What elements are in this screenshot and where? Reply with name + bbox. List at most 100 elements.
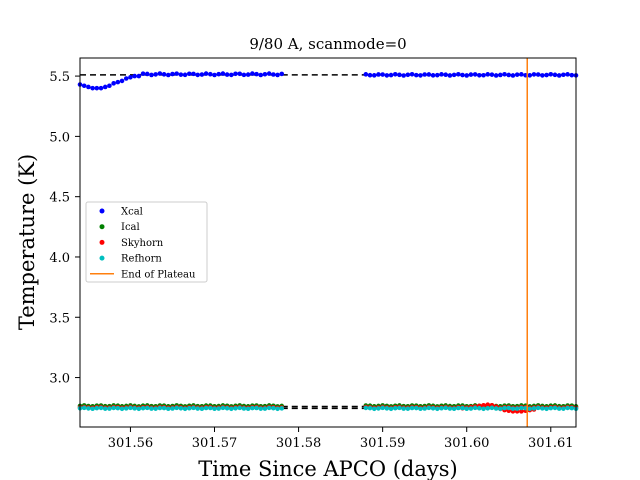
refhorn-point xyxy=(111,405,116,411)
refhorn-point xyxy=(119,406,125,412)
refhorn-point xyxy=(241,406,247,411)
x-axis-label: Time Since APCO (days) xyxy=(198,457,457,480)
xcal-point xyxy=(271,72,276,77)
xcal-point xyxy=(199,72,205,77)
xcal-point xyxy=(527,73,533,78)
refhorn-point xyxy=(397,405,402,411)
xcal-point xyxy=(477,73,482,78)
xcal-point xyxy=(531,72,537,77)
refhorn-point xyxy=(552,405,558,411)
refhorn-point xyxy=(527,406,533,412)
refhorn-point xyxy=(128,405,133,411)
xcal-point xyxy=(266,71,272,76)
xcal-point xyxy=(367,72,373,78)
xcal-point xyxy=(123,76,129,81)
xcal-point xyxy=(493,73,499,78)
refhorn-point xyxy=(426,405,432,411)
refhorn-point xyxy=(506,405,512,411)
refhorn-point xyxy=(144,405,150,411)
refhorn-point xyxy=(250,405,255,411)
skyhorn-point xyxy=(485,402,491,407)
skyhorn-point xyxy=(519,409,524,414)
xcal-point xyxy=(363,72,369,77)
refhorn-point xyxy=(443,405,448,411)
x-axis: 301.56 301.57 301.58 301.59 301.60 301.61 xyxy=(108,427,574,451)
refhorn-point xyxy=(216,406,222,411)
xcal-point xyxy=(485,72,491,77)
refhorn-point xyxy=(254,405,259,411)
xcal-point xyxy=(140,71,146,76)
xcal-point xyxy=(540,73,545,78)
xcal-point xyxy=(102,84,108,90)
refhorn-point xyxy=(460,405,465,411)
refhorn-point xyxy=(220,405,226,411)
xcal-point xyxy=(81,83,87,89)
xcal-point xyxy=(519,72,524,77)
skyhorn-point xyxy=(481,402,486,408)
xcal-point xyxy=(262,71,268,77)
refhorn-point xyxy=(115,405,121,411)
xcal-point xyxy=(153,72,158,77)
refhorn-point xyxy=(510,406,516,411)
xcal-point xyxy=(245,72,251,77)
xcal-point xyxy=(161,72,167,77)
refhorn-point xyxy=(485,405,491,411)
xcal-point xyxy=(535,72,541,77)
refhorn-point xyxy=(493,406,499,411)
xcal-point xyxy=(401,73,406,78)
refhorn-point xyxy=(498,406,503,412)
xcal-point xyxy=(254,71,259,77)
xcal-point xyxy=(149,72,154,78)
refhorn-point xyxy=(81,405,87,411)
refhorn-point xyxy=(208,405,213,411)
xcal-point xyxy=(86,84,91,90)
refhorn-point xyxy=(123,406,129,411)
xcal-point xyxy=(170,71,175,77)
y-tick-label: 4.5 xyxy=(49,191,70,206)
y-tick-label: 4.0 xyxy=(49,251,70,266)
y-tick-label: 3.5 xyxy=(49,311,70,326)
refhorn-point xyxy=(262,406,268,411)
xcal-point xyxy=(371,73,377,78)
refhorn-point xyxy=(489,405,495,411)
refhorn-point xyxy=(136,406,142,412)
refhorn-point xyxy=(212,406,217,412)
xcal-point xyxy=(392,72,398,77)
legend: Xcal Ical Skyhorn Refhorn End of Plateau xyxy=(85,201,208,283)
xcal-point xyxy=(514,72,520,77)
xcal-point xyxy=(380,72,385,77)
refhorn-point xyxy=(86,406,91,411)
xcal-point xyxy=(279,71,285,77)
xcal-point xyxy=(472,72,478,77)
xcal-point xyxy=(413,72,419,78)
xcal-point xyxy=(191,71,196,77)
xcal-point xyxy=(468,72,474,77)
x-tick-label: 301.59 xyxy=(360,436,406,451)
refhorn-point xyxy=(132,406,137,411)
xcal-point xyxy=(447,73,453,78)
xcal-point xyxy=(220,71,226,76)
refhorn-point xyxy=(569,405,575,411)
legend-marker-swatch xyxy=(99,224,105,230)
refhorn-point xyxy=(266,405,272,411)
refhorn-point xyxy=(245,406,251,412)
xcal-point xyxy=(409,72,415,77)
xcal-point xyxy=(111,81,116,86)
xcal-point xyxy=(157,71,163,76)
xcal-point xyxy=(544,72,549,78)
xcal-point xyxy=(384,73,390,78)
xcal-point xyxy=(510,73,516,78)
xcal-point xyxy=(434,72,440,78)
x-tick-label: 301.56 xyxy=(108,436,154,451)
refhorn-point xyxy=(502,405,507,411)
xcal-point xyxy=(565,72,570,77)
xcal-point xyxy=(186,71,192,77)
refhorn-point xyxy=(422,406,427,411)
refhorn-point xyxy=(149,406,154,411)
xcal-point xyxy=(481,72,486,78)
refhorn-point xyxy=(237,405,243,411)
xcal-point xyxy=(388,72,394,78)
legend-label: Refhorn xyxy=(121,254,162,265)
refhorn-point xyxy=(102,406,108,411)
plot-frame xyxy=(79,57,577,428)
